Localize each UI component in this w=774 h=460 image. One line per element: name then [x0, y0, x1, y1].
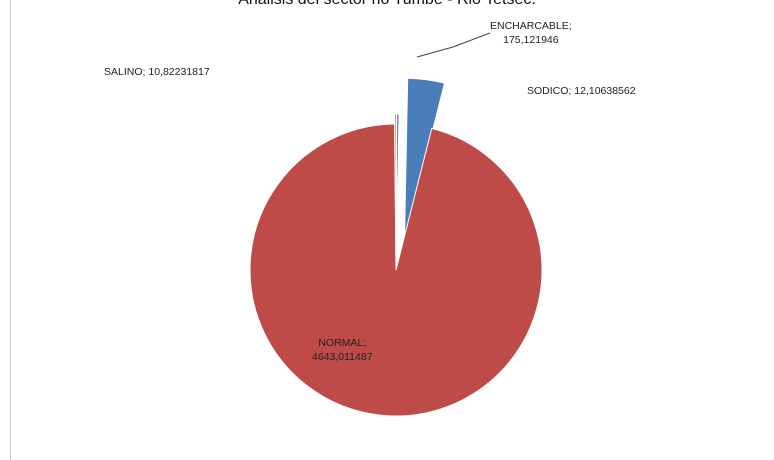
pie-slice-normal	[249, 123, 543, 417]
data-label-salino: SALINO; 10,82231817	[104, 66, 210, 78]
data-label-sodico: SODICO; 12,10638562	[527, 85, 636, 97]
frame-border	[10, 0, 11, 460]
data-label-normal: NORMAL; 4643,011487	[312, 337, 373, 363]
data-label-encharcable: ENCHARCABLE; 175,121946	[490, 20, 572, 46]
pie-slice-sodico	[395, 113, 400, 261]
chart-title: Analisis del sector rio Tumbe - Rio Tets…	[0, 0, 774, 9]
leader-line-encharcable	[416, 32, 491, 58]
